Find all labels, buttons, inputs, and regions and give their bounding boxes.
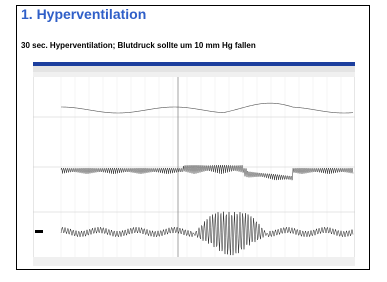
slide-subtitle: 30 sec. Hyperventilation; Blutdruck soll… bbox=[21, 41, 256, 50]
slide: 1. Hyperventilation 30 sec. Hyperventila… bbox=[0, 0, 387, 282]
status-bar bbox=[33, 257, 355, 266]
window-titlebar bbox=[33, 62, 355, 66]
recording-screenshot bbox=[33, 62, 355, 266]
slide-title: 1. Hyperventilation bbox=[21, 6, 146, 22]
menu-bar bbox=[33, 66, 355, 72]
window bbox=[33, 62, 355, 266]
trace-label-block bbox=[35, 230, 43, 233]
toolbar bbox=[33, 72, 355, 77]
